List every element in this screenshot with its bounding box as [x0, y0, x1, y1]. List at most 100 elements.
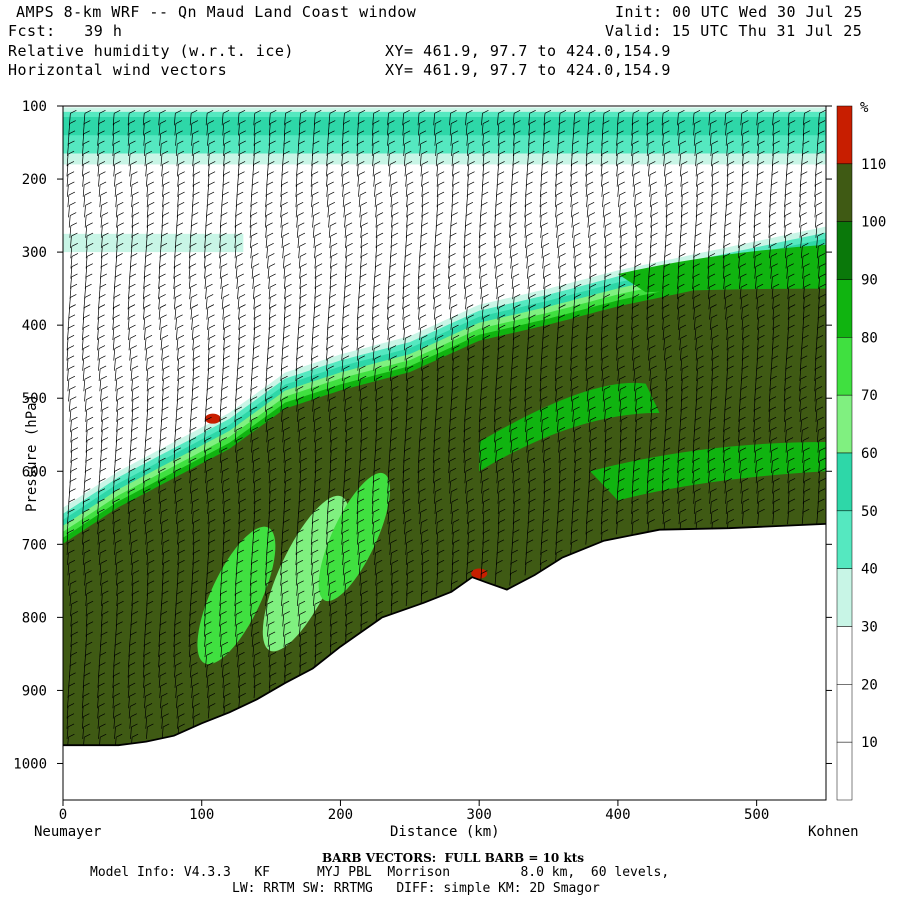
wind-barb-staff [404, 348, 407, 361]
wind-barb-flag [495, 222, 502, 227]
wind-barb-flag [696, 334, 703, 339]
wind-barb-flag [128, 109, 136, 114]
wind-barb-flag [452, 375, 460, 380]
wind-barb-staff [389, 440, 392, 453]
wind-barb-staff [421, 583, 423, 596]
wind-barb-flag [266, 386, 273, 390]
wind-barb-staff [403, 450, 405, 463]
wind-barb-staff [66, 358, 69, 371]
wind-barb-staff [203, 440, 206, 453]
wind-barb-staff [345, 624, 347, 637]
wind-barb-flag [102, 232, 109, 237]
wind-barb-flag [756, 467, 764, 472]
wind-barb-staff [710, 389, 713, 402]
wind-barb-staff [450, 133, 453, 146]
wind-barb-staff [173, 471, 176, 484]
wind-barb-flag [144, 672, 151, 677]
wind-barb-flag [803, 508, 810, 513]
wind-barb-flag [224, 703, 231, 707]
wind-barb-staff [647, 164, 650, 177]
wind-barb-flag [360, 386, 367, 390]
wind-barb-flag [648, 324, 655, 329]
wind-barb-flag [117, 232, 124, 237]
wind-barb-staff [357, 174, 360, 187]
wind-barb-flag [465, 457, 472, 462]
wind-barb-staff [571, 512, 574, 525]
wind-barb-flag [617, 498, 624, 503]
wind-barb-flag [175, 672, 183, 677]
wind-barb-flag [282, 600, 290, 605]
wind-barb-staff [634, 246, 637, 259]
wind-barb-staff [128, 696, 130, 709]
wind-barb-staff [145, 430, 147, 443]
wind-barb-flag [403, 488, 410, 493]
wind-barb-staff [84, 461, 87, 474]
wind-barb-staff [280, 195, 282, 208]
wind-barb-flag [266, 559, 273, 564]
wind-barb-flag [818, 253, 826, 257]
wind-barb-flag [391, 232, 399, 237]
wind-barb-staff [219, 604, 221, 617]
wind-barb-flag [695, 140, 703, 145]
wind-barb-flag [314, 304, 321, 308]
wind-barb-flag [590, 242, 597, 247]
wind-barb-staff [358, 471, 360, 484]
wind-barb-flag [223, 365, 230, 370]
wind-barb-staff [265, 184, 268, 197]
wind-barb-flag [694, 304, 701, 308]
wind-barb-flag [221, 631, 228, 636]
wind-barb-staff [543, 491, 546, 504]
wind-barb-staff [113, 348, 116, 361]
wind-barb-staff [695, 348, 698, 361]
wind-barb-staff [511, 164, 514, 177]
wind-barb-flag [389, 150, 396, 155]
wind-barb-staff [175, 225, 178, 238]
wind-barb-staff [604, 225, 606, 238]
wind-barb-staff [403, 338, 406, 351]
wind-barb-flag [193, 355, 201, 360]
wind-barb-flag [391, 375, 399, 380]
wind-barb-staff [112, 491, 115, 504]
wind-barb-flag [388, 478, 395, 482]
wind-barb-flag [374, 171, 381, 175]
wind-barb-flag [193, 519, 200, 523]
wind-barb-staff [97, 328, 99, 341]
wind-barb-flag [314, 232, 322, 237]
wind-barb-staff [799, 174, 802, 187]
wind-barb-flag [711, 202, 719, 206]
wind-barb-flag [758, 498, 765, 503]
wind-barb-flag [162, 161, 169, 165]
wind-barb-staff [175, 133, 177, 146]
wind-barb-staff [784, 368, 787, 382]
wind-barb-flag [544, 457, 551, 462]
wind-barb-flag [696, 161, 704, 165]
wind-barb-staff [223, 338, 225, 351]
wind-barb-flag [284, 447, 292, 452]
wind-barb-staff [818, 276, 820, 289]
wind-barb-flag [376, 222, 384, 227]
wind-barb-staff [753, 409, 756, 422]
wind-barb-flag [115, 181, 123, 186]
wind-barb-staff [493, 420, 496, 433]
wind-barb-staff [649, 430, 652, 443]
wind-barb-staff [818, 113, 820, 126]
wind-barb-flag [192, 498, 199, 503]
wind-barb-flag [512, 263, 519, 268]
wind-barb-staff [67, 553, 69, 566]
footer-model-info-2: LW: RRTM SW: RRTMG DIFF: simple KM: 2D S… [232, 881, 600, 896]
wind-barb-flag [327, 539, 334, 544]
wind-barb-staff [311, 205, 314, 218]
wind-barb-staff [436, 553, 439, 566]
wind-barb-flag [560, 273, 567, 278]
wind-barb-flag [541, 365, 548, 370]
wind-barb-staff [234, 430, 237, 443]
wind-barb-staff [604, 450, 607, 463]
wind-barb-staff [146, 379, 149, 392]
wind-barb-flag [512, 447, 519, 452]
wind-barb-flag [529, 304, 536, 308]
wind-barb-flag [250, 406, 258, 411]
wind-barb-flag [743, 345, 750, 349]
wind-barb-flag [602, 171, 609, 175]
wind-barb-staff [205, 113, 208, 126]
wind-barb-flag [647, 304, 654, 308]
